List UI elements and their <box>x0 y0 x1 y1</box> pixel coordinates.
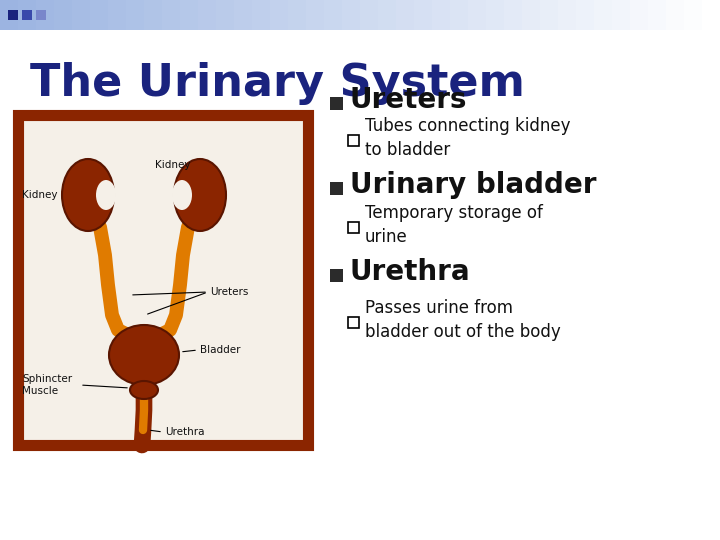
Ellipse shape <box>62 159 114 231</box>
Bar <box>18 115 308 445</box>
Bar <box>234 0 252 30</box>
Text: Urethra: Urethra <box>350 258 471 286</box>
Bar <box>270 0 288 30</box>
Text: Passes urine from
bladder out of the body: Passes urine from bladder out of the bod… <box>365 299 561 341</box>
Bar <box>144 0 162 30</box>
Bar <box>306 0 324 30</box>
Bar <box>0 0 18 30</box>
Bar <box>54 0 72 30</box>
Bar <box>468 0 486 30</box>
Bar <box>348 317 359 328</box>
Bar <box>90 0 108 30</box>
Bar <box>108 0 126 30</box>
Bar <box>558 0 576 30</box>
Bar <box>348 222 359 233</box>
Bar <box>378 0 396 30</box>
Bar <box>450 0 468 30</box>
Ellipse shape <box>130 381 158 399</box>
Bar <box>612 0 630 30</box>
Bar <box>666 0 684 30</box>
Bar <box>360 0 378 30</box>
Bar <box>396 0 414 30</box>
Bar <box>18 0 36 30</box>
Text: Ureters: Ureters <box>210 287 248 297</box>
Bar <box>36 10 46 20</box>
Bar <box>504 0 522 30</box>
Text: Temporary storage of
urine: Temporary storage of urine <box>365 204 543 246</box>
Bar <box>522 0 540 30</box>
Text: Ureters: Ureters <box>350 86 467 114</box>
Text: Kidney: Kidney <box>22 190 58 200</box>
Bar <box>0 0 720 30</box>
Text: The Urinary System: The Urinary System <box>30 62 525 105</box>
Ellipse shape <box>172 180 192 210</box>
Text: Bladder: Bladder <box>200 345 240 355</box>
Bar <box>72 0 90 30</box>
Bar <box>252 0 270 30</box>
Ellipse shape <box>96 180 116 210</box>
Bar <box>486 0 504 30</box>
Bar <box>648 0 666 30</box>
Bar <box>216 0 234 30</box>
Bar <box>330 182 343 195</box>
Text: Kidney: Kidney <box>155 160 191 170</box>
Bar <box>22 10 32 20</box>
Bar <box>576 0 594 30</box>
Bar <box>330 269 343 282</box>
Bar <box>540 0 558 30</box>
Bar <box>324 0 342 30</box>
Bar <box>594 0 612 30</box>
Text: Urethra: Urethra <box>165 427 204 437</box>
Bar <box>432 0 450 30</box>
Bar <box>348 135 359 146</box>
Bar <box>180 0 198 30</box>
Bar <box>162 0 180 30</box>
Text: Sphincter
Muscle: Sphincter Muscle <box>22 374 72 396</box>
Ellipse shape <box>109 325 179 385</box>
Ellipse shape <box>174 159 226 231</box>
Bar <box>702 0 720 30</box>
Bar <box>684 0 702 30</box>
Bar <box>630 0 648 30</box>
Text: Urinary bladder: Urinary bladder <box>350 171 596 199</box>
Bar <box>288 0 306 30</box>
Bar <box>342 0 360 30</box>
Bar <box>36 0 54 30</box>
Text: Tubes connecting kidney
to bladder: Tubes connecting kidney to bladder <box>365 117 570 159</box>
Bar <box>198 0 216 30</box>
Bar <box>414 0 432 30</box>
Bar <box>8 10 18 20</box>
Bar <box>330 97 343 110</box>
Bar <box>126 0 144 30</box>
